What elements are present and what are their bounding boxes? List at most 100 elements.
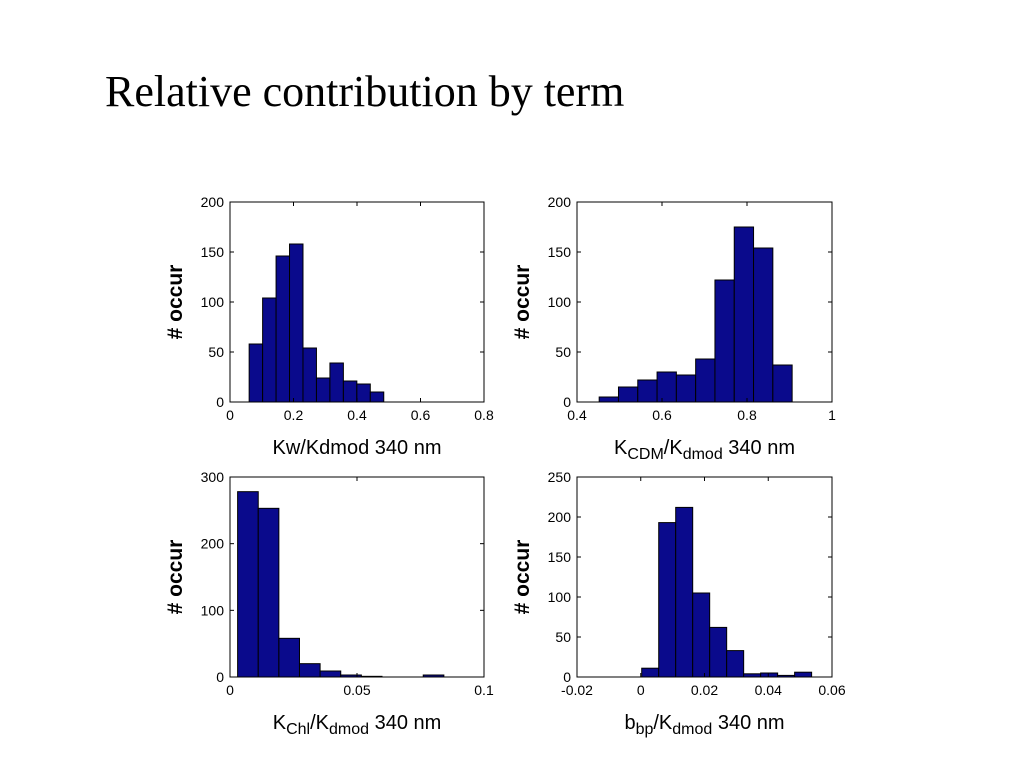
slide-title: Relative contribution by term [105, 67, 625, 116]
histogram-top-right: 0.4 0.6 0.8 1 0 50 100 150 200 KCDM/Kdmod 340 nm #… [511, 194, 836, 463]
x-tick-label: -0.02 [561, 682, 593, 698]
histogram-bar [714, 279, 735, 403]
y-axis-label: # occur [164, 540, 187, 615]
histogram-bottom-right: -0.02 0 0.02 0.04 0.06050100150200250bbp/Kdm… [511, 469, 846, 738]
y-axis-label: # occur [164, 265, 187, 340]
y-tick-label: 200 [548, 194, 572, 210]
y-tick-label: 150 [201, 244, 225, 260]
x-tick-label: 0.6 [411, 407, 431, 423]
histogram-bar [794, 671, 813, 678]
x-axis-label-subscript: dmod [329, 721, 369, 738]
y-tick-label: 300 [201, 469, 225, 485]
histogram-bottom-left: 0 0.05 0.1 0 100 200 300 KChl/Kdmod 340 nm # occ… [164, 469, 494, 738]
y-tick-label: 0 [216, 669, 224, 685]
y-tick-label: 50 [555, 629, 571, 645]
x-axis-label: KCDM/Kdmod 340 nm [614, 437, 795, 463]
histogram-bar [319, 670, 342, 678]
x-tick-label: 0.8 [737, 407, 757, 423]
histogram-bar [298, 663, 321, 678]
x-axis-label-subscript: dmod [672, 721, 712, 738]
y-tick-label: 150 [548, 244, 572, 260]
x-tick-label: 0.2 [284, 407, 304, 423]
histogram-bar [709, 626, 728, 678]
histogram-bar [656, 371, 677, 403]
x-axis-label-subscript: bp [636, 721, 654, 738]
histogram-bar [726, 650, 745, 678]
histogram-bar [753, 247, 774, 403]
histogram-bar [637, 379, 658, 403]
x-axis-label-part: 340 nm [369, 712, 441, 734]
x-axis-label-part: K [273, 712, 287, 734]
histogram-bar [278, 637, 300, 678]
y-axis-label: # occur [511, 265, 534, 340]
y-tick-label: 200 [201, 194, 225, 210]
y-tick-label: 250 [548, 469, 572, 485]
x-axis-label: bbp/Kdmod 340 nm [624, 712, 784, 738]
histogram-bar [598, 396, 619, 403]
y-tick-label: 0 [563, 669, 571, 685]
x-axis-label-part: b [624, 712, 635, 734]
x-axis-label: KChl/Kdmod 340 nm [273, 712, 442, 738]
histogram-bar [289, 243, 304, 403]
x-tick-label: 0.8 [474, 407, 494, 423]
x-tick-label: 0 [226, 407, 234, 423]
x-axis-label-part: 340 nm [712, 712, 784, 734]
x-axis-label: Kw/Kdmod 340 nm [273, 437, 442, 459]
histogram-bar [356, 383, 371, 403]
x-axis-label-subscript: Chl [286, 721, 310, 738]
y-tick-label: 100 [201, 602, 225, 618]
y-tick-label: 200 [201, 536, 225, 552]
histogram-bar [257, 507, 280, 678]
histogram-bar [315, 377, 331, 403]
y-tick-label: 100 [548, 294, 572, 310]
x-axis-label-part: /K [653, 712, 673, 734]
x-tick-label: 0 [637, 682, 645, 698]
x-axis-label-subscript: dmod [683, 446, 723, 463]
x-tick-label: 0.6 [652, 407, 672, 423]
y-tick-label: 200 [548, 509, 572, 525]
histogram-top-left: 0 0.2 0.4 0.6 0.8 0 50 100 150 200 Kw/Kdmod 340 nm… [164, 194, 494, 459]
x-axis-label-part: K [614, 437, 628, 459]
histogram-bar [237, 491, 259, 678]
histogram-bar [262, 297, 277, 403]
y-tick-label: 50 [555, 344, 571, 360]
x-axis-label-part: /K [310, 712, 330, 734]
x-axis-label-part: /K [664, 437, 684, 459]
x-tick-label: 0.04 [755, 682, 782, 698]
y-axis-label: # occur [511, 540, 534, 615]
x-tick-label: 1 [828, 407, 836, 423]
histogram-bar [329, 362, 344, 403]
histogram-bar [275, 255, 291, 403]
x-tick-label: 0.4 [567, 407, 587, 423]
x-tick-label: 0.02 [691, 682, 718, 698]
histogram-bar [733, 226, 755, 403]
x-tick-label: 0.1 [474, 682, 494, 698]
histogram-bar [675, 374, 697, 403]
x-tick-label: 0 [226, 682, 234, 698]
histogram-bar [675, 506, 694, 678]
x-axis-label-subscript: CDM [627, 446, 663, 463]
y-tick-label: 0 [563, 394, 571, 410]
histogram-bar [302, 347, 317, 403]
x-tick-label: 0.05 [343, 682, 370, 698]
histogram-bar [692, 592, 711, 678]
y-tick-label: 100 [548, 589, 572, 605]
histogram-bar [772, 364, 793, 403]
x-axis-label-part: Kw/Kdmod 340 nm [273, 437, 442, 459]
histogram-bar [617, 386, 639, 403]
histogram-bar [641, 667, 660, 678]
histogram-bar [342, 380, 358, 403]
y-tick-label: 100 [201, 294, 225, 310]
histogram-bar [760, 672, 779, 678]
x-axis-label-part: 340 nm [723, 437, 795, 459]
histogram-bar [369, 391, 385, 403]
x-tick-label: 0.4 [347, 407, 367, 423]
x-tick-label: 0.06 [818, 682, 845, 698]
histogram-bar [248, 343, 264, 403]
histogram-bar [695, 358, 716, 403]
histogram-bar [658, 522, 677, 678]
y-tick-label: 0 [216, 394, 224, 410]
y-tick-label: 50 [208, 344, 224, 360]
y-tick-label: 150 [548, 549, 572, 565]
